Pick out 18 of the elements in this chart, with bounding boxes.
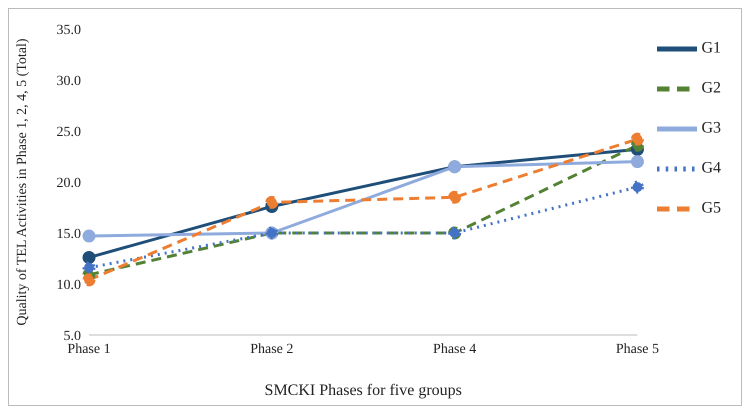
legend-label: G5 — [701, 200, 721, 217]
y-tick-label: 20.0 — [56, 176, 81, 191]
x-axis-title: SMCKI Phases for five groups — [264, 382, 462, 399]
x-tick-label: Phase 5 — [616, 342, 660, 357]
y-tick-label: 10.0 — [56, 278, 81, 293]
y-tick-label: 15.0 — [56, 226, 81, 242]
legend-label: G4 — [701, 160, 721, 177]
legend-label: G1 — [701, 40, 721, 57]
x-tick-label: Phase 1 — [67, 342, 111, 357]
legend-label: G3 — [701, 120, 721, 137]
y-tick-label: 35.0 — [56, 22, 81, 38]
y-axis-title: Quality of TEL Activities in Phase 1, 2, 4, 5 (Total) — [14, 38, 30, 326]
x-tick-label: Phase 4 — [433, 342, 476, 357]
y-tick-label: 25.0 — [56, 124, 81, 140]
y-tick-label: 30.0 — [56, 74, 81, 89]
legend-label: G2 — [701, 80, 721, 97]
y-tick-label: 5.0 — [64, 328, 81, 344]
x-tick-label: Phase 2 — [250, 342, 294, 357]
